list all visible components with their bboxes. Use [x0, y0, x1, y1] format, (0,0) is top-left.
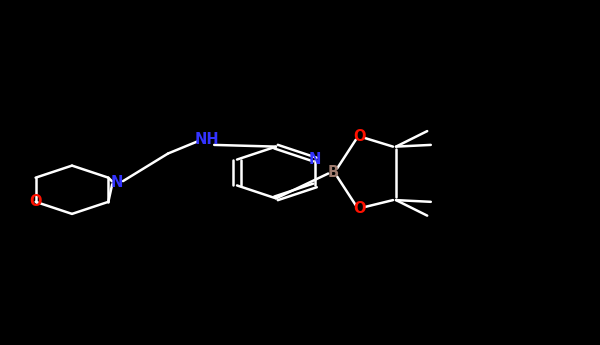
Text: O: O — [29, 194, 42, 209]
Text: O: O — [354, 129, 366, 144]
Text: NH: NH — [194, 132, 220, 147]
Text: O: O — [354, 201, 366, 216]
Text: B: B — [328, 165, 338, 180]
Text: N: N — [309, 152, 321, 167]
Text: N: N — [111, 175, 123, 190]
